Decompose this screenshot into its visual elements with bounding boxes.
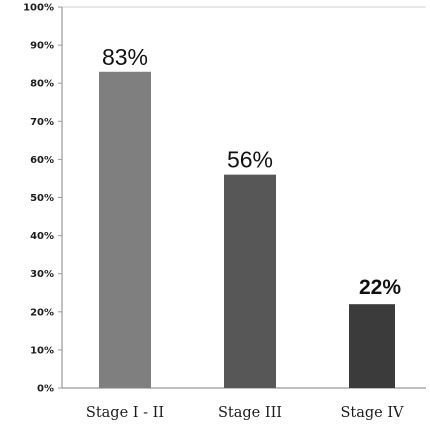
y-tick-label: 90% <box>30 41 54 52</box>
y-tick-label: 10% <box>30 345 54 356</box>
bar <box>99 71 151 389</box>
bars-group <box>99 71 395 389</box>
y-tick-label: 100% <box>23 3 54 14</box>
y-tick-label: 70% <box>30 117 54 128</box>
bar <box>349 304 395 388</box>
bar-labels-group: 83% 56% 22% <box>102 44 401 299</box>
x-category-label: Stage IV <box>340 405 404 421</box>
x-category-label: Stage I - II <box>86 405 164 421</box>
y-tick-label: 60% <box>30 155 54 166</box>
y-tick-label: 30% <box>30 269 54 280</box>
x-axis-labels: Stage I - II Stage III Stage IV <box>86 405 404 421</box>
y-tick-label: 40% <box>30 231 54 242</box>
y-tick-label: 50% <box>30 193 54 204</box>
bar-data-label: 22% <box>359 276 401 299</box>
x-category-label: Stage III <box>218 405 282 421</box>
y-tick-label: 20% <box>30 307 54 318</box>
y-tick-label: 80% <box>30 79 54 90</box>
bar-data-label: 83% <box>102 44 148 70</box>
bar <box>224 174 276 388</box>
bar-data-label: 56% <box>227 147 273 173</box>
y-tick-label: 0% <box>37 384 54 395</box>
y-axis-ticks: 0% 10% 20% 30% 40% 50% 60% 70% 80% 90% 100% <box>23 3 62 395</box>
